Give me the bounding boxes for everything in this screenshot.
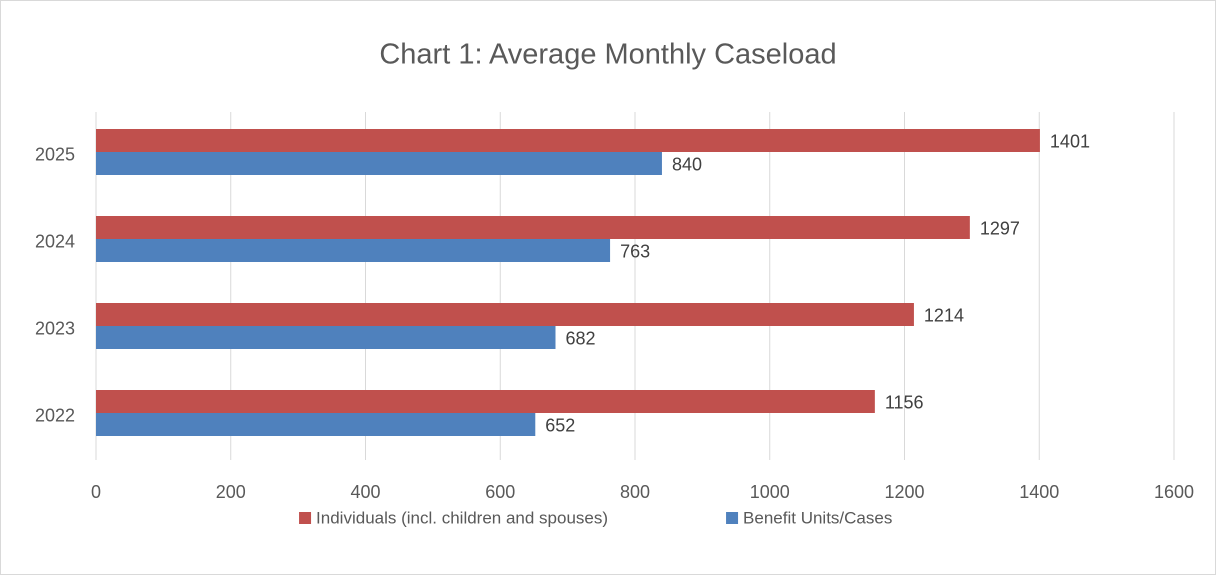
x-tick-label: 400 <box>350 482 380 502</box>
data-label: 763 <box>620 241 650 261</box>
x-tick-label: 1600 <box>1154 482 1194 502</box>
bar <box>96 129 1040 152</box>
x-tick-label: 1200 <box>884 482 924 502</box>
y-tick-label: 2024 <box>35 231 75 251</box>
data-label: 652 <box>545 415 575 435</box>
data-label: 840 <box>672 154 702 174</box>
x-tick-label: 200 <box>216 482 246 502</box>
bar <box>96 216 970 239</box>
data-label: 1156 <box>885 392 924 412</box>
data-label: 1297 <box>980 218 1020 238</box>
bar <box>96 390 875 413</box>
x-tick-label: 800 <box>620 482 650 502</box>
data-label: 1401 <box>1050 131 1090 151</box>
legend-label: Individuals (incl. children and spouses) <box>316 508 608 527</box>
bar <box>96 152 662 175</box>
legend-swatch <box>299 512 312 524</box>
x-tick-label: 600 <box>485 482 515 502</box>
bar <box>96 303 914 326</box>
x-tick-label: 0 <box>91 482 101 502</box>
bar <box>96 413 536 436</box>
legend-label: Benefit Units/Cases <box>743 508 892 527</box>
x-tick-label: 1400 <box>1019 482 1059 502</box>
data-label: 682 <box>565 328 595 348</box>
y-tick-label: 2023 <box>35 318 75 338</box>
data-label: 1214 <box>924 305 964 325</box>
y-tick-label: 2025 <box>35 144 75 164</box>
bar <box>96 239 611 262</box>
y-tick-label: 2022 <box>35 405 75 425</box>
chart-title: Chart 1: Average Monthly Caseload <box>379 39 836 71</box>
legend-swatch <box>726 512 739 524</box>
x-tick-label: 1000 <box>750 482 790 502</box>
bar <box>96 326 556 349</box>
